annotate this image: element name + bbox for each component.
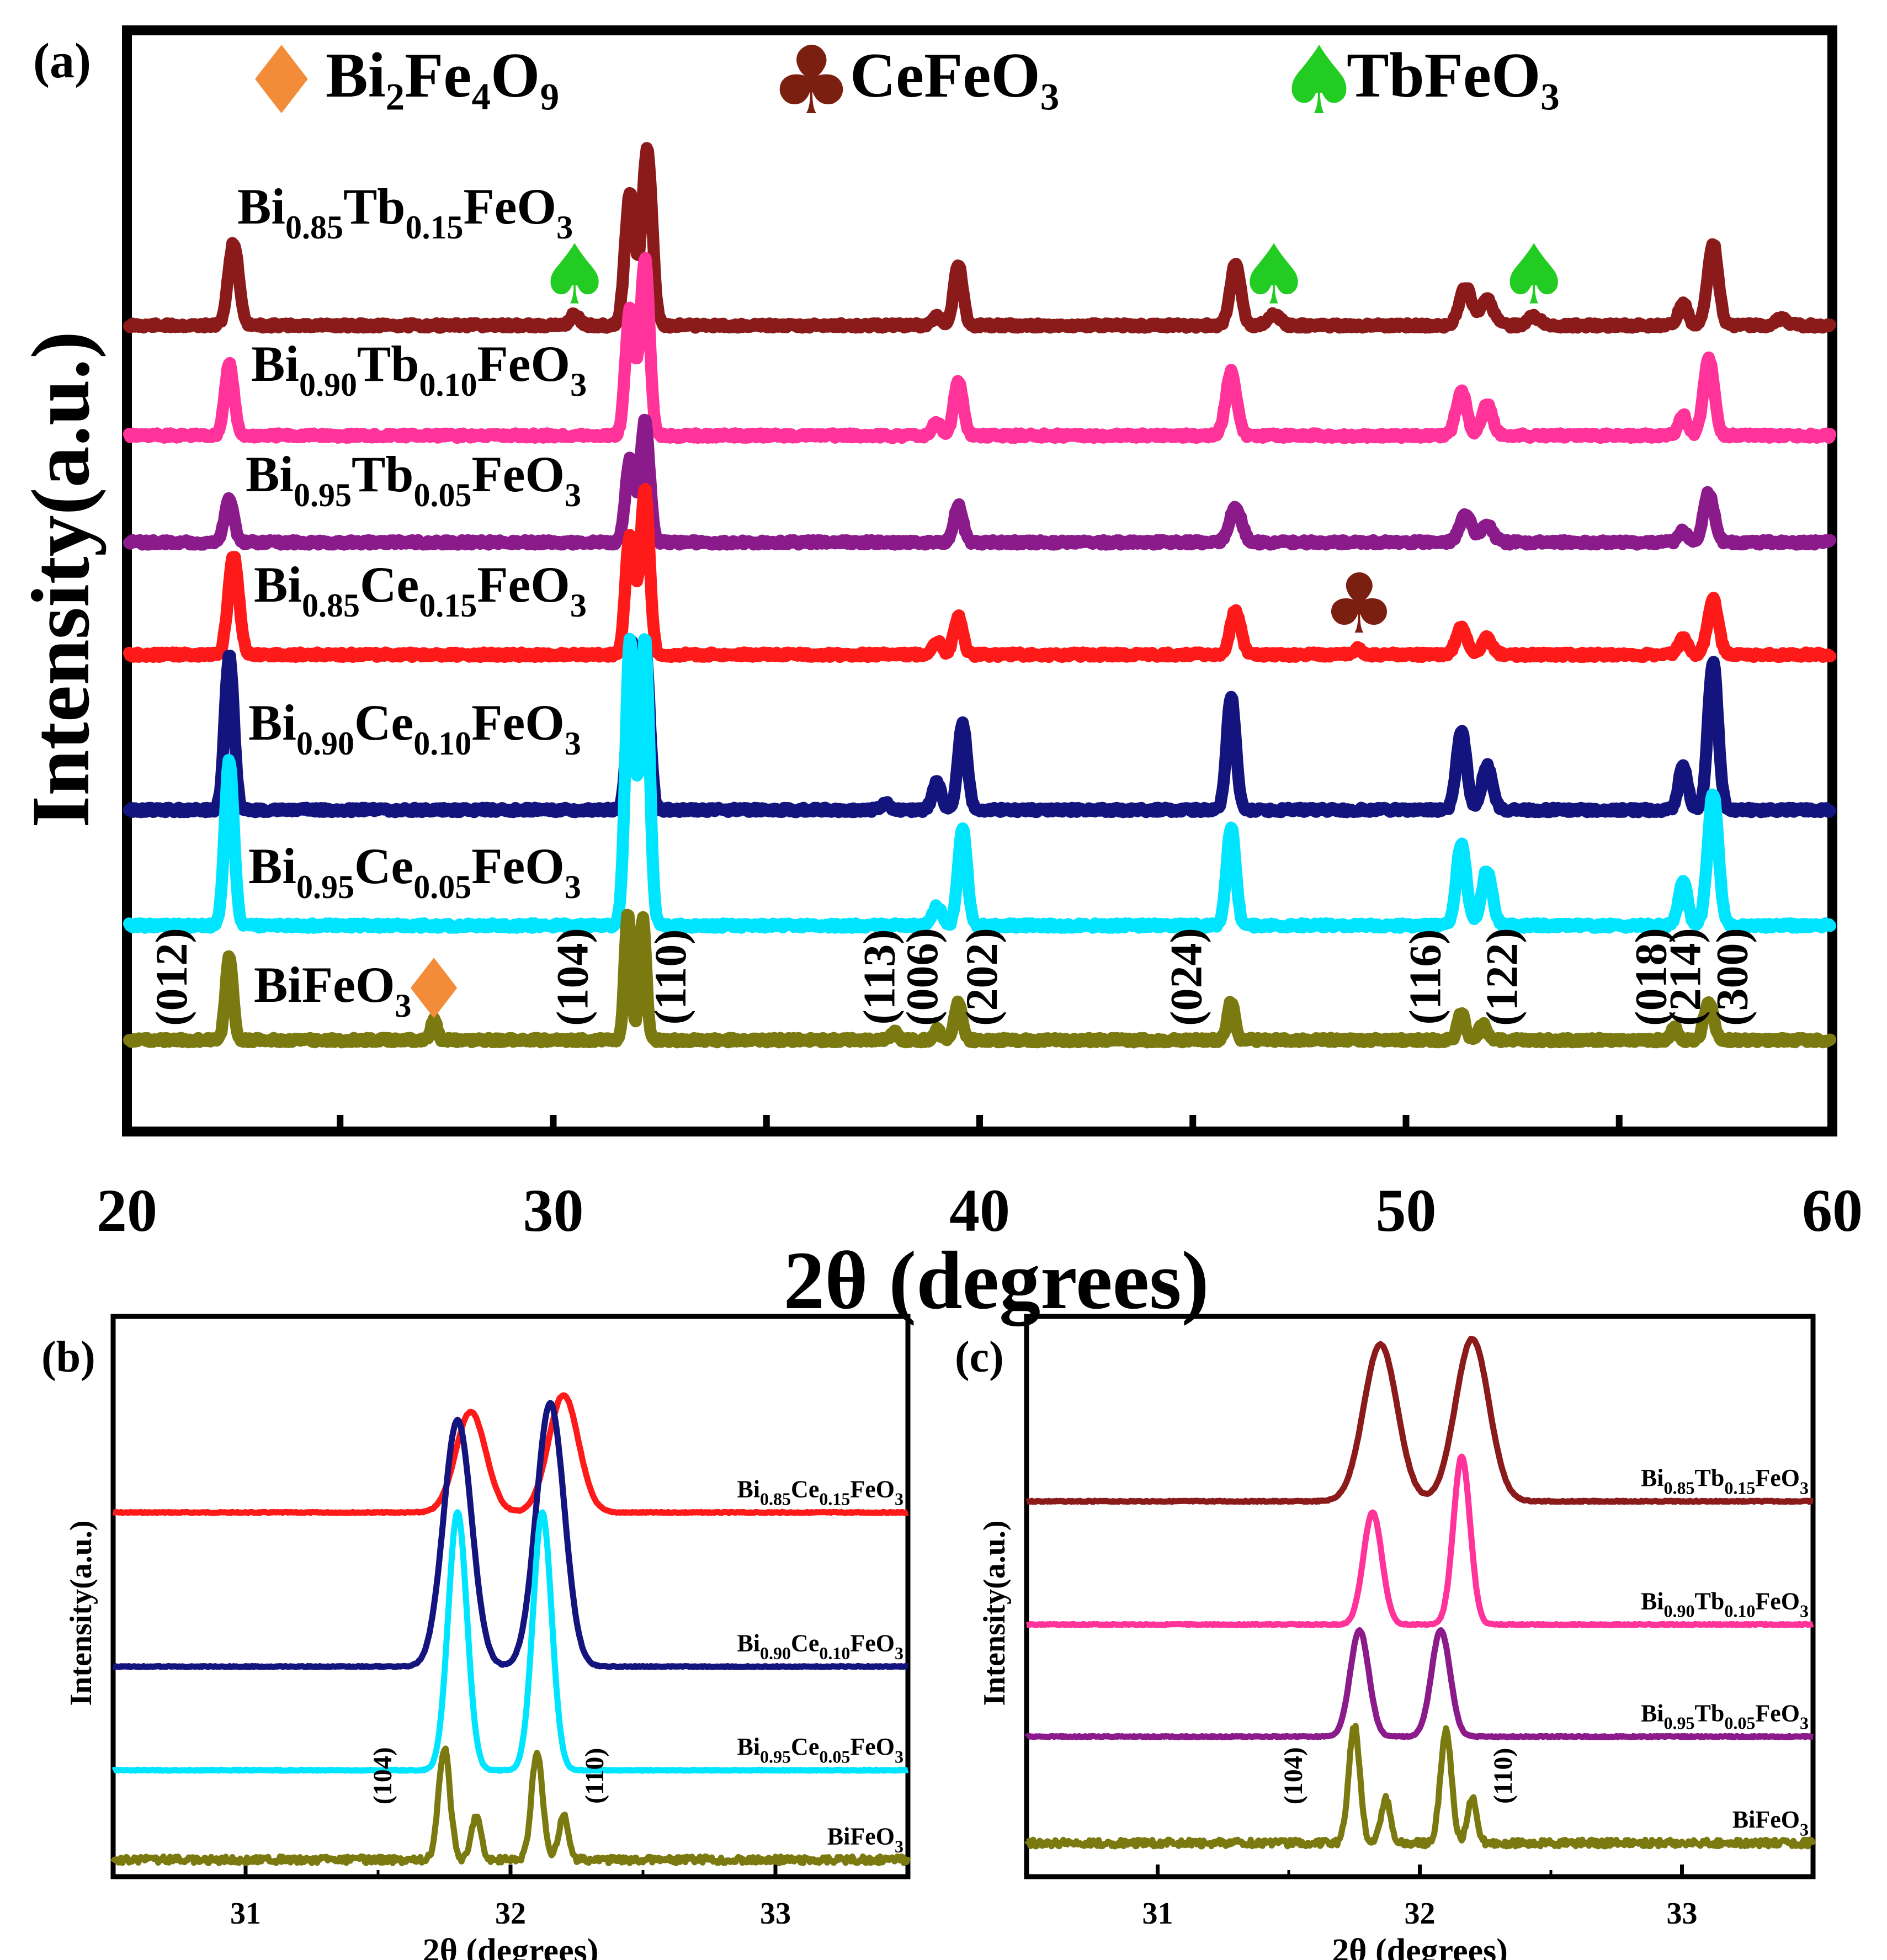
panel-a: 20 30 40 50 60 2θ (degrees) Intensity(a.u.) (a)… xyxy=(15,25,1863,1326)
series-line-2 xyxy=(111,1509,910,1774)
x-tick-label: 60 xyxy=(1802,1177,1863,1244)
series-label-3: Bi0.85Ce0.15FeO3 xyxy=(254,556,587,624)
legend-label-2: TbFeO₃ xyxy=(1347,40,1560,110)
series-line-2 xyxy=(123,413,1837,551)
series-line-0 xyxy=(1024,1336,1815,1505)
miller-index-11: (300) xyxy=(1707,928,1757,1026)
series-line-2 xyxy=(1024,1627,1815,1740)
panel-frame xyxy=(110,1314,911,1879)
series-label-2: Bi0.95Tb0.05FeO3 xyxy=(1641,1699,1809,1733)
x-tick-label: 33 xyxy=(760,1897,791,1931)
legend-label-0: Bi₂Fe₄O₉ xyxy=(326,40,559,110)
miller-index-5: (202) xyxy=(956,928,1007,1026)
series-label-3: BiFeO3 xyxy=(1732,1806,1809,1839)
series-label-0: Bi0.85Tb0.15FeO3 xyxy=(237,178,573,246)
miller-index-9: (018) xyxy=(1626,928,1676,1026)
series-line-0 xyxy=(123,142,1837,334)
miller-index-1: (104) xyxy=(547,928,597,1026)
series-label-3: BiFeO3 xyxy=(827,1823,903,1856)
panel-c: 31 32 33 2θ (degrees) Intensity(a.u.) (c) Bi0.… xyxy=(955,1314,1816,1960)
miller-index-0: (104) xyxy=(368,1747,397,1804)
series-line-1 xyxy=(1024,1453,1815,1628)
legend-symbol-0: ♦ xyxy=(240,26,323,136)
miller-index-8: (122) xyxy=(1476,928,1527,1026)
panel-label: (a) xyxy=(33,34,91,88)
miller-index-4: (006) xyxy=(897,928,947,1026)
phase-marker-4: ♦ xyxy=(397,942,471,1038)
series-line-3 xyxy=(110,1745,911,1867)
series-line-1 xyxy=(123,252,1837,444)
series-line-6 xyxy=(123,909,1837,1049)
x-tick-label: 20 xyxy=(97,1177,157,1244)
legend-symbol-1: ♣ xyxy=(769,26,853,136)
phase-marker-0: ♠ xyxy=(538,227,612,323)
series-label-5: Bi0.95Ce0.05FeO3 xyxy=(248,838,581,905)
x-tick-label: 32 xyxy=(1405,1897,1436,1931)
series-label-1: Bi0.90Ce0.10FeO3 xyxy=(737,1629,903,1662)
miller-index-0: (104) xyxy=(1279,1747,1308,1804)
x-tick-label: 33 xyxy=(1667,1897,1698,1931)
x-axis-title: 2θ (degrees) xyxy=(1332,1932,1508,1960)
y-axis-title: Intensity(a.u.) xyxy=(15,331,107,828)
series-label-1: Bi0.90Tb0.10FeO3 xyxy=(251,336,587,403)
x-axis-title: 2θ (degrees) xyxy=(783,1235,1209,1326)
series-label-2: Bi0.95Ce0.05FeO3 xyxy=(737,1733,903,1766)
series-line-3 xyxy=(123,483,1837,663)
x-tick-label: 31 xyxy=(230,1897,261,1931)
panel-b: 31 32 33 2θ (degrees) Intensity(a.u.) (b) Bi0.… xyxy=(41,1314,911,1960)
series-line-3 xyxy=(1024,1723,1816,1850)
phase-marker-1: ♠ xyxy=(1237,227,1311,323)
miller-index-10: (214) xyxy=(1660,928,1710,1026)
series-label-0: Bi0.85Tb0.15FeO3 xyxy=(1641,1464,1809,1497)
panel-label: (b) xyxy=(41,1333,95,1382)
panel-label: (c) xyxy=(955,1333,1004,1382)
series-line-4 xyxy=(123,635,1837,819)
y-axis-title: Intensity(a.u.) xyxy=(977,1520,1012,1706)
phase-marker-3: ♣ xyxy=(1322,556,1396,652)
x-tick-label: 30 xyxy=(523,1177,584,1244)
series-label-0: Bi0.85Ce0.15FeO3 xyxy=(737,1475,903,1508)
legend-label-1: CeFeO₃ xyxy=(850,40,1059,110)
series-label-4: Bi0.90Ce0.10FeO3 xyxy=(248,694,581,762)
series-line-5 xyxy=(123,633,1837,934)
y-axis-title: Intensity(a.u.) xyxy=(64,1520,98,1706)
series-line-1 xyxy=(111,1400,910,1670)
miller-index-2: (110) xyxy=(645,929,695,1024)
phase-marker-2: ♠ xyxy=(1497,227,1571,323)
x-tick-label: 32 xyxy=(495,1897,526,1931)
legend-symbol-2: ♠ xyxy=(1277,26,1361,136)
x-tick-label: 31 xyxy=(1142,1897,1173,1931)
series-label-1: Bi0.90Tb0.10FeO3 xyxy=(1641,1587,1809,1621)
x-tick-label: 50 xyxy=(1376,1177,1437,1244)
series-label-2: Bi0.95Tb0.05FeO3 xyxy=(246,446,581,513)
miller-index-1: (110) xyxy=(580,1748,609,1804)
miller-index-6: (024) xyxy=(1161,928,1211,1026)
miller-index-1: (110) xyxy=(1489,1748,1518,1804)
miller-index-3: (113) xyxy=(854,929,905,1024)
x-axis-title: 2θ (degrees) xyxy=(423,1932,599,1960)
series-label-6: BiFeO3 xyxy=(254,957,412,1024)
miller-index-0: (012) xyxy=(146,928,196,1026)
x-tick-label: 40 xyxy=(949,1177,1010,1244)
series-line-0 xyxy=(111,1392,910,1516)
miller-index-7: (116) xyxy=(1400,929,1450,1024)
